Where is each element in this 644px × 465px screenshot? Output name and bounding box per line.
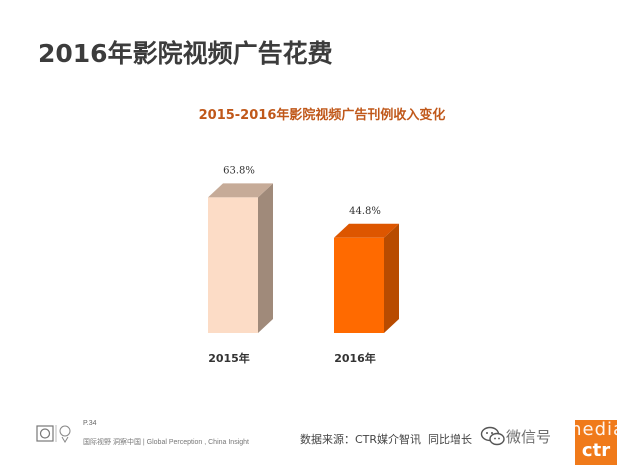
- chart-title: 2015-2016年影院视频广告刊例收入变化: [198, 108, 446, 123]
- data-source: 数据来源：CTR媒介智讯: [300, 433, 422, 446]
- bar-top: [208, 183, 273, 198]
- svg-text:ctr: ctr: [582, 440, 610, 461]
- certification-badge-icon: [36, 425, 71, 443]
- bar-side: [258, 183, 273, 333]
- data-label: 44.8%: [349, 206, 381, 217]
- watermark-brand: mediam: [564, 419, 644, 440]
- wechat-icon: [480, 426, 505, 446]
- bar: [208, 197, 258, 333]
- footer-tagline: 国际视野 洞察中国 | Global Perception , China In…: [83, 439, 249, 446]
- page-number: P.34: [83, 420, 97, 427]
- ctr-logo-icon: ctr: [575, 420, 617, 465]
- bar-top: [334, 223, 399, 238]
- page-title: 2016年影院视频广告花费: [38, 39, 333, 68]
- watermark-wechat: 微信号: [506, 428, 552, 446]
- bar-side: [384, 223, 399, 333]
- bar-chart: 63.8% 2015年 44.8% 2016年: [208, 165, 399, 365]
- x-tick-label: 2015年: [208, 351, 250, 365]
- bar: [334, 237, 384, 333]
- x-tick-label: 2016年: [334, 351, 376, 365]
- data-label: 63.8%: [223, 165, 255, 176]
- growth-note: 同比增长: [428, 433, 472, 446]
